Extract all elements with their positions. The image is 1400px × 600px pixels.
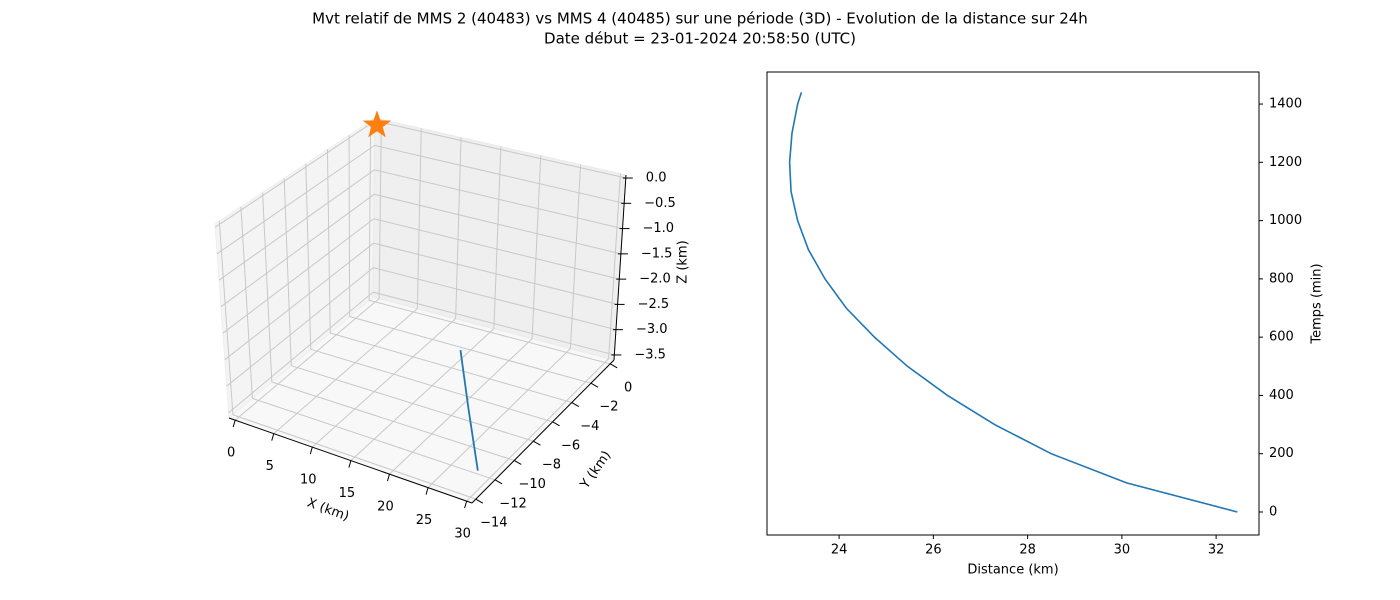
x-tick-label: 28 [1019, 543, 1036, 558]
grid-line [372, 291, 615, 356]
figure-title: Mvt relatif de MMS 2 (40483) vs MMS 4 (4… [312, 10, 1088, 28]
z-tick-label: 0.0 [646, 171, 667, 186]
grid-line [234, 298, 380, 421]
y-tick-label: 200 [1269, 446, 1294, 461]
figure-subtitle: Date début = 23-01-2024 20:58:50 (UTC) [544, 30, 856, 48]
y-tick-label: 1000 [1269, 213, 1302, 228]
y-tick-label: 600 [1269, 330, 1294, 345]
y-axis-label: Temps (min) [1310, 263, 1325, 344]
x-tick-label: 20 [377, 500, 394, 515]
y-tick [609, 363, 618, 369]
y-tick-label: 1400 [1269, 97, 1302, 112]
z-tick-label: −0.5 [644, 196, 676, 211]
grid-line [291, 365, 534, 442]
z-tick-label: −1.5 [641, 246, 673, 261]
y-tick [475, 498, 484, 504]
distance-line [788, 92, 1238, 513]
x-tick [271, 433, 275, 441]
grid-line [216, 144, 375, 255]
x-tick [232, 420, 236, 428]
grid-line [427, 348, 571, 488]
star-marker [362, 110, 392, 138]
y-tick-label: −8 [542, 458, 561, 473]
x-tick [464, 500, 468, 509]
grid-line [466, 358, 609, 502]
grid-line [368, 299, 611, 365]
y-tick-label: 0 [624, 380, 632, 395]
x-tick-label: 15 [339, 486, 356, 501]
grid-line [218, 169, 375, 281]
y-tick-label: 1200 [1269, 155, 1302, 170]
x-axis-line [228, 417, 473, 504]
x-tick [425, 487, 429, 495]
z-tick-label: −2.0 [639, 272, 671, 287]
grid-line [273, 308, 418, 435]
grid-line [373, 242, 618, 305]
grid-line [389, 338, 533, 475]
z-tick-label: −2.5 [638, 297, 670, 312]
grid-line [311, 318, 456, 448]
y-tick [494, 479, 503, 485]
grid-line [374, 169, 623, 230]
grid-line [228, 291, 374, 414]
y-tick [533, 440, 541, 446]
y-tick-label: −12 [499, 496, 526, 511]
grid-line [310, 348, 553, 423]
x-tick-label: 24 [831, 543, 848, 558]
x-tick [309, 447, 313, 455]
grid-line [330, 332, 572, 403]
y-tick-label: −14 [480, 516, 507, 531]
y-tick-label: 400 [1269, 388, 1294, 403]
y-tick-label: −2 [599, 400, 618, 415]
grid-line [373, 218, 620, 280]
x-tick-label: 32 [1208, 543, 1225, 558]
grid-line [226, 267, 374, 387]
x-tick-label: 5 [266, 459, 274, 474]
y-tick [513, 460, 522, 465]
grid-line [224, 242, 374, 361]
x-tick-label: 10 [300, 473, 317, 488]
grid-line [373, 267, 617, 331]
grid-line [374, 193, 622, 255]
y-tick [571, 402, 580, 407]
x-tick-label: 0 [227, 446, 235, 461]
z-tick-label: −1.0 [643, 221, 675, 236]
x-axis-label: Distance (km) [967, 563, 1058, 578]
y-tick-label: −10 [518, 477, 545, 492]
z-axis-line [613, 174, 627, 361]
grid-line [214, 120, 376, 228]
grid-line [220, 193, 375, 308]
z-tick-label: −3.0 [636, 322, 668, 337]
x-tick [386, 473, 390, 482]
y-axis-label: Y (km) [577, 448, 614, 492]
grid-line [222, 218, 375, 334]
x-tick-label: 30 [454, 527, 471, 542]
grid-line [374, 144, 625, 204]
x-tick-label: 26 [925, 543, 942, 558]
axes-frame [766, 71, 1260, 536]
x-tick-label: 30 [1114, 543, 1131, 558]
y-tick [590, 382, 599, 388]
y-tick-label: 800 [1269, 271, 1294, 286]
z-axis-label: Z (km) [676, 240, 691, 283]
grid-line [374, 120, 626, 179]
z-tick-label: −3.5 [634, 347, 666, 362]
trajectory-line [459, 350, 479, 471]
y-axis-line [471, 359, 615, 504]
grid-line [350, 328, 495, 462]
grid-line [252, 397, 496, 481]
grid-line [349, 316, 592, 384]
y-tick [552, 421, 560, 427]
y-tick-label: −6 [561, 438, 580, 453]
y-tick-label: −4 [580, 419, 599, 434]
y-tick-label: 0 [1269, 504, 1277, 519]
x-tick [348, 460, 352, 468]
x-tick-label: 25 [416, 513, 433, 528]
grid-line [232, 414, 477, 500]
